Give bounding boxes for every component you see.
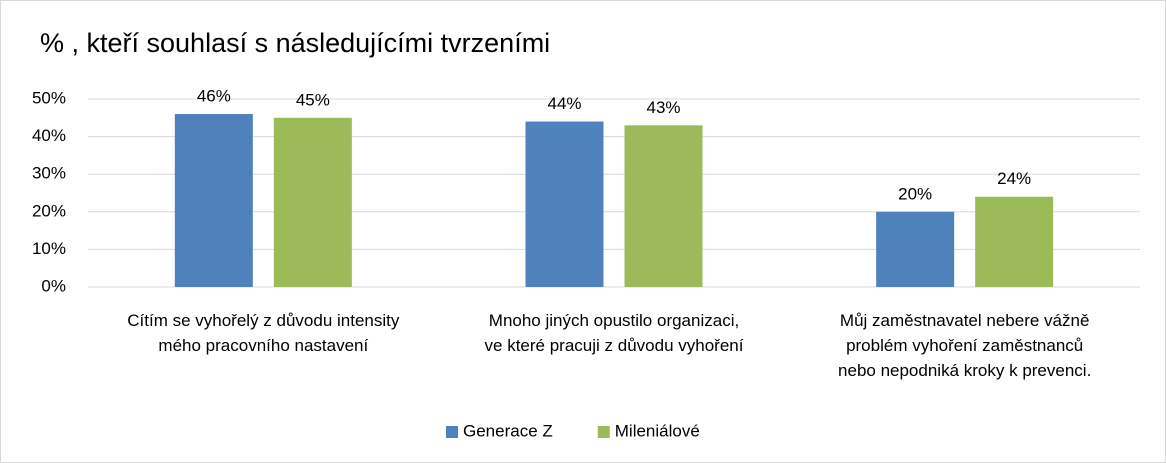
legend-swatch (446, 426, 458, 438)
value-label: 44% (547, 94, 581, 113)
value-label: 24% (997, 169, 1031, 188)
y-tick-label: 0% (41, 276, 66, 295)
bar (876, 211, 955, 287)
legend-swatch (597, 426, 610, 438)
x-tick-label: Mnoho jiných opustilo organizaci, ve kter… (485, 311, 744, 355)
legend-label: Generace Z (463, 421, 553, 440)
x-tick-label: Cítím se vyhořelý z důvodu intensity mého… (127, 311, 400, 355)
y-tick-label: 50% (32, 88, 66, 107)
value-label: 46% (197, 87, 231, 106)
bar (273, 117, 352, 287)
value-label: 43% (646, 98, 680, 117)
value-label: 20% (898, 184, 932, 203)
x-tick-label: Můj zaměstnavatel nebere vážně problém vy… (838, 311, 1091, 380)
y-tick-label: 10% (32, 239, 66, 258)
bar (975, 196, 1054, 287)
legend-label: Mileniálové (615, 421, 700, 440)
bar (624, 125, 703, 287)
bar (174, 114, 253, 287)
y-tick-label: 20% (32, 201, 66, 220)
y-tick-label: 30% (32, 164, 66, 183)
value-label: 45% (296, 90, 330, 109)
y-tick-label: 40% (32, 126, 66, 145)
chart-title: % , kteří souhlasí s následujícími tvrze… (40, 28, 550, 58)
bar (525, 121, 604, 287)
